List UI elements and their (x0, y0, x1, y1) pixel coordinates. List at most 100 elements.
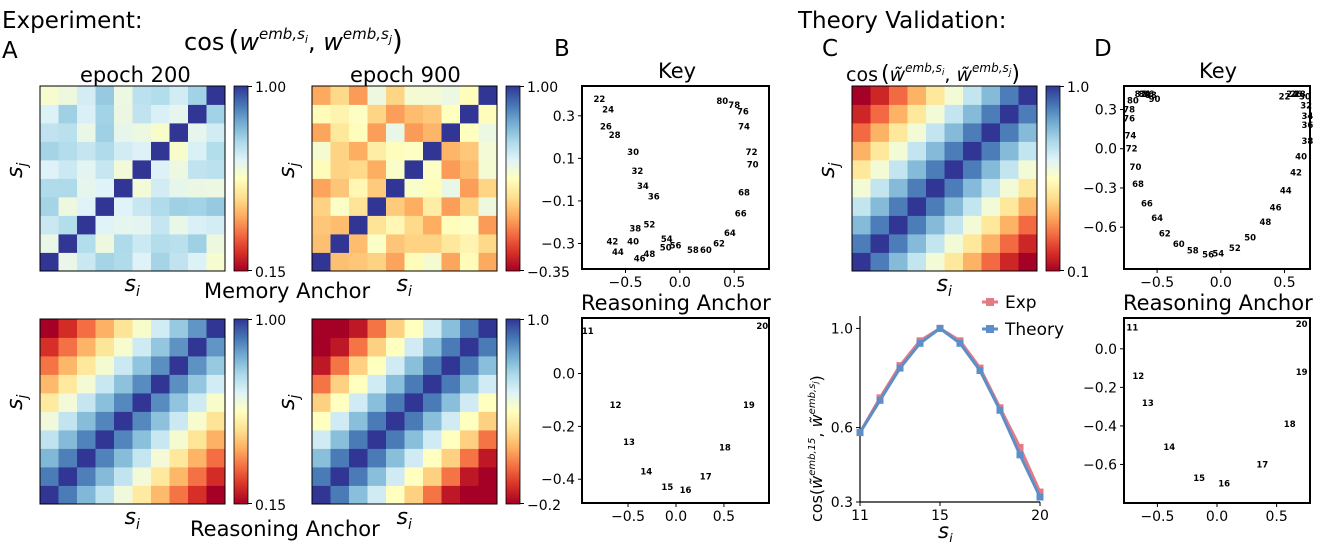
series-line-exp (858, 326, 1042, 493)
heatmap-cell (330, 86, 350, 105)
heatmap-cell (132, 86, 152, 105)
heatmap-cell (132, 374, 152, 394)
x-tick-label: −0.5 (608, 275, 642, 291)
point-label-76: 76 (737, 108, 749, 118)
point-label-52: 52 (1229, 244, 1241, 254)
heatmap-cell (95, 356, 115, 375)
heatmap-cell (312, 467, 331, 486)
heatmap-cell (460, 374, 479, 394)
heatmap-cell (460, 485, 479, 505)
heatmap-cell (367, 197, 387, 216)
heatmap-cell (132, 197, 152, 216)
heatmap-cell (852, 123, 871, 142)
heatmap-cell (77, 141, 96, 161)
heatmap-cell (77, 178, 96, 198)
heatmap-cell (367, 104, 387, 124)
series-point-exp (1016, 443, 1024, 451)
series-point-theory (936, 324, 944, 332)
heatmap-cell (926, 178, 945, 198)
heatmap-cell (58, 467, 78, 486)
reasoning-title-d: Reasoning Anchor (1123, 291, 1313, 315)
heatmap-cell (151, 430, 170, 449)
key-title-d: Key (1199, 59, 1237, 83)
reasoning-title-b: Reasoning Anchor (581, 291, 771, 315)
point-label-34: 34 (637, 182, 649, 192)
colorbar-tick-label: 0.15 (255, 498, 286, 514)
heatmap-cell (40, 374, 59, 394)
heatmap-cell (312, 104, 331, 124)
point-label-24: 24 (1286, 90, 1298, 100)
point-label-30: 30 (627, 148, 639, 158)
heatmap-cell (58, 178, 78, 198)
series-point-theory (1036, 493, 1044, 501)
heatmap-cell (460, 141, 479, 161)
heatmap-cell (478, 411, 498, 431)
point-label-78: 78 (1123, 106, 1135, 116)
heatmap-cell (330, 104, 350, 124)
point-label-80: 80 (716, 97, 728, 107)
heatmap-cell (441, 252, 461, 272)
point-label-72: 72 (746, 148, 758, 158)
heatmap-cell (478, 356, 498, 375)
heatmap-cell (95, 141, 115, 161)
heatmap-cell (460, 430, 479, 449)
series-point-theory (856, 429, 864, 437)
colorbar (233, 85, 249, 272)
point-label-30: 30 (1299, 92, 1311, 102)
heatmap-cell (132, 430, 152, 449)
heatmap-cell (169, 430, 189, 449)
heatmap-cell (40, 86, 59, 105)
heatmap-cell (114, 448, 133, 468)
heatmap-cell (926, 141, 945, 161)
heatmap-cell (58, 393, 78, 412)
heatmap-cell (77, 448, 96, 468)
heatmap-cell (188, 197, 207, 216)
point-label-38: 38 (629, 225, 641, 235)
heatmap-cell (1000, 160, 1019, 179)
legend-label-exp: Exp (1005, 293, 1037, 313)
heatmap-cell (151, 319, 170, 338)
heatmap-cell (963, 178, 982, 198)
heatmap-frame (311, 85, 498, 272)
point-label-42: 42 (1290, 168, 1302, 178)
heatmap-cell (206, 252, 226, 272)
heatmap-cell (404, 374, 424, 394)
colorbar-tick-label: 1.00 (527, 80, 558, 96)
x-axis-label: si (937, 272, 952, 300)
point-label-54: 54 (661, 235, 673, 245)
heatmap-cell (312, 178, 331, 198)
plot-frame (581, 85, 770, 270)
heatmap-cell (852, 160, 871, 179)
heatmap-cell (169, 86, 189, 105)
x-tick-label: 0.0 (665, 509, 687, 525)
heatmap-cell (330, 234, 350, 253)
heatmap-cell (1018, 215, 1038, 235)
heatmap-cell (330, 485, 350, 505)
heatmap-cell (367, 234, 387, 253)
heatmap-cell (981, 234, 1001, 253)
x-tick-label: 0.5 (1265, 509, 1287, 525)
heatmap-cell (870, 141, 890, 161)
y-tick-label: 0.3 (831, 495, 853, 511)
y-tick-label: −0.6 (1083, 457, 1117, 473)
heatmap-cell (95, 411, 115, 431)
heatmap-cell (423, 430, 442, 449)
heatmap-cell (478, 104, 498, 124)
heatmap-cell (944, 123, 964, 142)
heatmap-cell (312, 319, 331, 338)
x-tick-label: 20 (1031, 508, 1049, 524)
heatmap-cell (460, 178, 479, 198)
legend-marker (986, 325, 994, 333)
heatmap-cell (349, 234, 368, 253)
heatmap-cell (114, 374, 133, 394)
heatmap-cell (441, 393, 461, 412)
heatmap-cell (169, 374, 189, 394)
heatmap-cell (349, 178, 368, 198)
heatmap-cell (95, 448, 115, 468)
heatmap-cell (188, 411, 207, 431)
heatmap-cell (95, 467, 115, 486)
heatmap-cell (330, 337, 350, 357)
memory-anchor-label: Memory Anchor (204, 279, 370, 303)
heatmap-cell (40, 319, 59, 338)
